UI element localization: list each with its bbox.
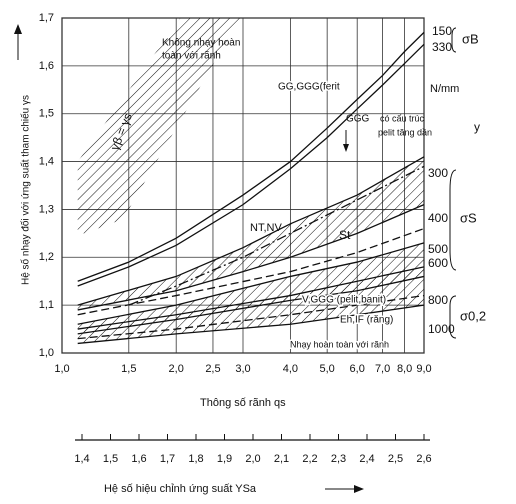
annotation: N/mm [430,83,459,95]
curve [77,266,425,330]
x-tick-label: 1,5 [121,363,136,375]
y-tick-label: 1,2 [39,251,54,263]
x2-tick-label: 2,6 [416,453,431,465]
x2-tick-label: 2,0 [245,453,260,465]
x-tick-label: 3,0 [235,363,250,375]
curve [77,43,425,287]
annotation: σS [460,210,477,225]
annotation: 400 [428,211,448,225]
annotation: 800 [428,293,448,307]
x-tick-label: 9,0 [416,363,431,375]
curve [128,165,425,306]
x2-tick-label: 2,3 [331,453,346,465]
x2-tick-label: 1,5 [103,453,118,465]
curve [77,294,425,340]
annotation: GGG [346,114,370,125]
x2-tick-label: 1,4 [74,453,89,465]
y-tick-label: 1,1 [39,299,54,311]
y-tick-label: 1,3 [39,203,54,215]
annotation: có cấu trúc [380,113,425,123]
y-tick-label: 1,0 [39,347,54,359]
annotation: 1000 [428,322,455,336]
annotation: 300 [428,166,448,180]
x-tick-label: 2,5 [205,363,220,375]
brace [451,27,457,53]
annotation: y [474,120,480,134]
x2-tick-label: 2,1 [274,453,289,465]
hatched-region [77,242,424,334]
x2-tick-label: 1,6 [131,453,146,465]
curve [77,275,425,335]
x2-tick-label: 2,2 [302,453,317,465]
y-tick-label: 1,6 [39,60,54,72]
x2-tick-label: 2,4 [359,453,374,465]
x-tick-label: 7,0 [375,363,390,375]
hatched-region [77,156,424,310]
hatched-region [77,18,241,234]
curve [77,242,425,325]
x-tick-label: 6,0 [350,363,365,375]
annotation: pelit tăng dần [378,127,432,137]
annotation: Eh,IF (răng) [340,315,393,326]
x2-tick-label: 1,8 [188,453,203,465]
x2-tick-label: 2,5 [388,453,403,465]
curve [77,31,425,282]
x2-tick-label: 1,7 [160,453,175,465]
y-arrow-head [14,24,22,34]
brace [449,169,457,271]
x-axis-title: Thông số rãnh qs [200,397,286,409]
brace [449,295,457,339]
x-tick-label: 1,0 [54,363,69,375]
annotation: GG,GGG(ferit [278,82,340,93]
y-tick-label: 1,4 [39,155,54,167]
annotation: 330 [432,40,452,54]
x2-axis-title: Hệ số hiệu chỉnh ứng suất YSa [104,483,257,495]
x-tick-label: 5,0 [320,363,335,375]
x2-tick-label: 1,9 [217,453,232,465]
y-tick-label: 1,7 [39,12,54,24]
y-tick-label: 1,5 [39,108,54,120]
x-tick-label: 4,0 [283,363,298,375]
curve [77,204,425,311]
curve [77,156,425,306]
annotation: V,GGG (pelit,banit) [302,295,386,306]
x-tick-label: 2,0 [169,363,184,375]
annotation: Nhạy hoàn toàn với rãnh [290,339,389,349]
annotation: St [339,228,351,242]
annotation: σB [462,31,479,46]
annotation: 150 [432,24,452,38]
annotation: toàn với rãnh [162,51,221,62]
annotation: σ0,2 [460,308,486,323]
curve [77,304,425,345]
ggg-arrow-head [343,144,349,152]
curve [77,227,425,316]
x-tick-label: 8,0 [397,363,412,375]
y-axis-title: Hệ số nhạy đối với ứng suất tham chiếu γ… [20,95,32,285]
annotation: Không nhạy hoàn [162,38,240,49]
x2-arrow-head [354,485,364,493]
annotation: 500 [428,242,448,256]
annotation: NT,NV [250,222,282,234]
annotation: 600 [428,256,448,270]
